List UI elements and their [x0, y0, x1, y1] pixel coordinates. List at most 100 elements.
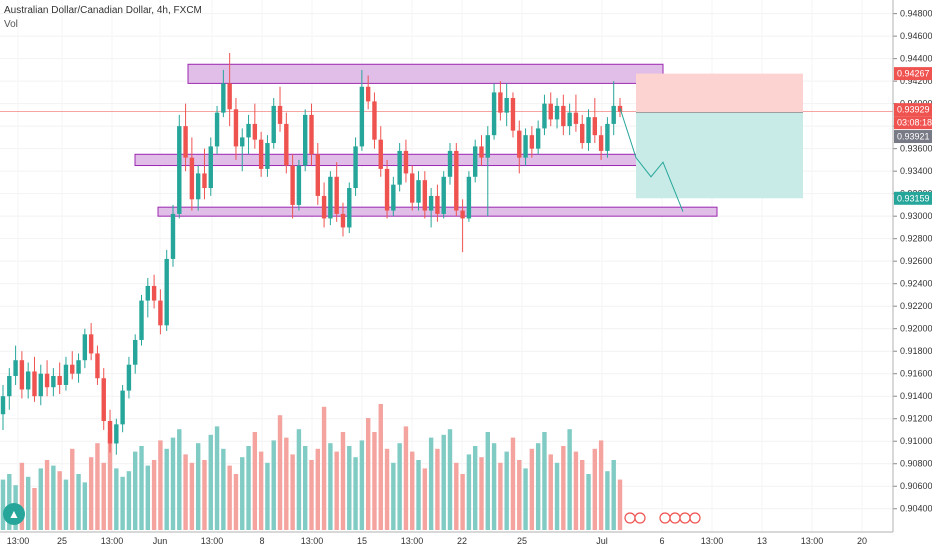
candle-body	[25, 371, 31, 390]
stop-loss-area	[636, 73, 803, 113]
volume-bar	[145, 465, 151, 530]
candle-body	[284, 123, 289, 166]
price-tick-label: 0.92200	[900, 301, 932, 311]
candle-body	[504, 98, 509, 113]
event-marker-icon	[634, 512, 646, 524]
time-tick-label: 13:00	[401, 536, 424, 546]
time-tick-label: 25	[57, 536, 67, 546]
candle-body	[372, 101, 377, 140]
candle-body	[107, 420, 113, 444]
candle-body	[328, 176, 333, 219]
volume-bar	[460, 474, 465, 530]
candle-body	[258, 139, 264, 169]
candle-body	[334, 176, 339, 214]
volume-bar	[391, 462, 396, 530]
time-tick-label: 15	[357, 536, 367, 546]
volume-bar	[554, 462, 560, 530]
volume-bar	[221, 448, 226, 530]
candle-body	[277, 105, 283, 124]
last-price-tag-label: 0.93929	[897, 105, 930, 115]
candle-body	[441, 176, 446, 214]
volume-bar	[416, 460, 421, 530]
time-tick-label: 13:00	[201, 536, 224, 546]
candle-body	[567, 112, 572, 127]
projection-path	[619, 107, 684, 212]
time-axis[interactable]: 13:00 25 13:00 Jun 13:00 8 13:00 15 13:00 22 25 Jul…	[0, 531, 893, 546]
volume-bar	[177, 429, 182, 530]
price-tick-label: 0.92600	[900, 256, 932, 266]
candle-body	[479, 146, 484, 158]
volume-bar	[120, 476, 125, 530]
chart-legend: Australian Dollar/Canadian Dollar, 4h, F…	[4, 4, 202, 32]
candle-body	[422, 180, 428, 211]
candle-body	[296, 165, 302, 205]
candle-body	[397, 150, 402, 185]
candle-body	[403, 150, 409, 174]
volume-bar	[240, 457, 245, 530]
volume-bar	[491, 443, 497, 530]
target-tag-box	[894, 191, 932, 205]
zone-box	[187, 63, 664, 84]
time-tick-label: 13:00	[7, 536, 30, 546]
candle-body	[44, 373, 50, 388]
candle-body	[170, 213, 176, 259]
volume-bar	[189, 462, 195, 530]
candle-body	[214, 112, 220, 147]
volume-bar	[328, 443, 333, 530]
volume-bar	[422, 468, 428, 530]
volume-bar	[183, 454, 188, 530]
take-profit-area	[636, 112, 803, 199]
candle-body	[38, 373, 43, 397]
volume-bar	[214, 426, 220, 530]
volume-bar	[485, 432, 490, 530]
target-tag-label: 0.93159	[897, 193, 930, 203]
volume-bar	[76, 474, 81, 530]
volume-bar	[479, 457, 484, 530]
candle-body	[435, 195, 440, 214]
candle-body	[177, 126, 182, 214]
event-marker-icon	[659, 512, 671, 524]
volume-bar	[365, 418, 371, 530]
volume-bar	[611, 460, 616, 530]
price-tick-label: 0.91000	[900, 436, 932, 446]
volume-bar	[517, 460, 522, 530]
candle-body	[114, 424, 119, 444]
short-position-tool[interactable]	[636, 73, 803, 199]
price-tick-label: 0.91800	[900, 346, 932, 356]
volume-bar	[303, 446, 308, 530]
volume-bar	[296, 429, 302, 530]
tradingview-logo-icon[interactable]: ▲	[3, 503, 25, 525]
grid-lines	[0, 13, 893, 510]
last-price-tag-box	[894, 103, 932, 117]
volume-bar	[258, 451, 264, 530]
volume-bar	[151, 460, 157, 530]
volume-bar	[202, 460, 207, 530]
candle-body	[189, 157, 195, 200]
candle-body	[340, 213, 346, 228]
volume-bar	[542, 432, 547, 530]
candle-body	[605, 123, 610, 151]
time-tick-label: 13:00	[801, 536, 824, 546]
candle-body	[51, 375, 56, 388]
candle-body	[252, 123, 258, 140]
volume-bar	[441, 434, 446, 530]
stop-tag-box	[894, 67, 932, 81]
price-tick-label: 0.91200	[900, 414, 932, 424]
price-tick-label: 0.94400	[900, 54, 932, 64]
time-tick-label: 13	[757, 536, 767, 546]
price-tick-label: 0.94800	[900, 9, 932, 19]
volume-bar	[88, 457, 94, 530]
candle-body	[19, 360, 25, 390]
volume-bar	[340, 432, 346, 530]
candle-body	[63, 364, 69, 385]
candle-body	[246, 123, 251, 138]
candle-body	[126, 364, 132, 391]
candle-body	[133, 339, 138, 365]
volume-bar	[372, 432, 377, 530]
volume-bar	[617, 479, 623, 530]
volume-bar	[523, 468, 528, 530]
candle-body	[120, 390, 125, 425]
event-marker-icon	[679, 512, 691, 524]
candle-body	[510, 98, 516, 131]
candle-body	[315, 154, 320, 196]
